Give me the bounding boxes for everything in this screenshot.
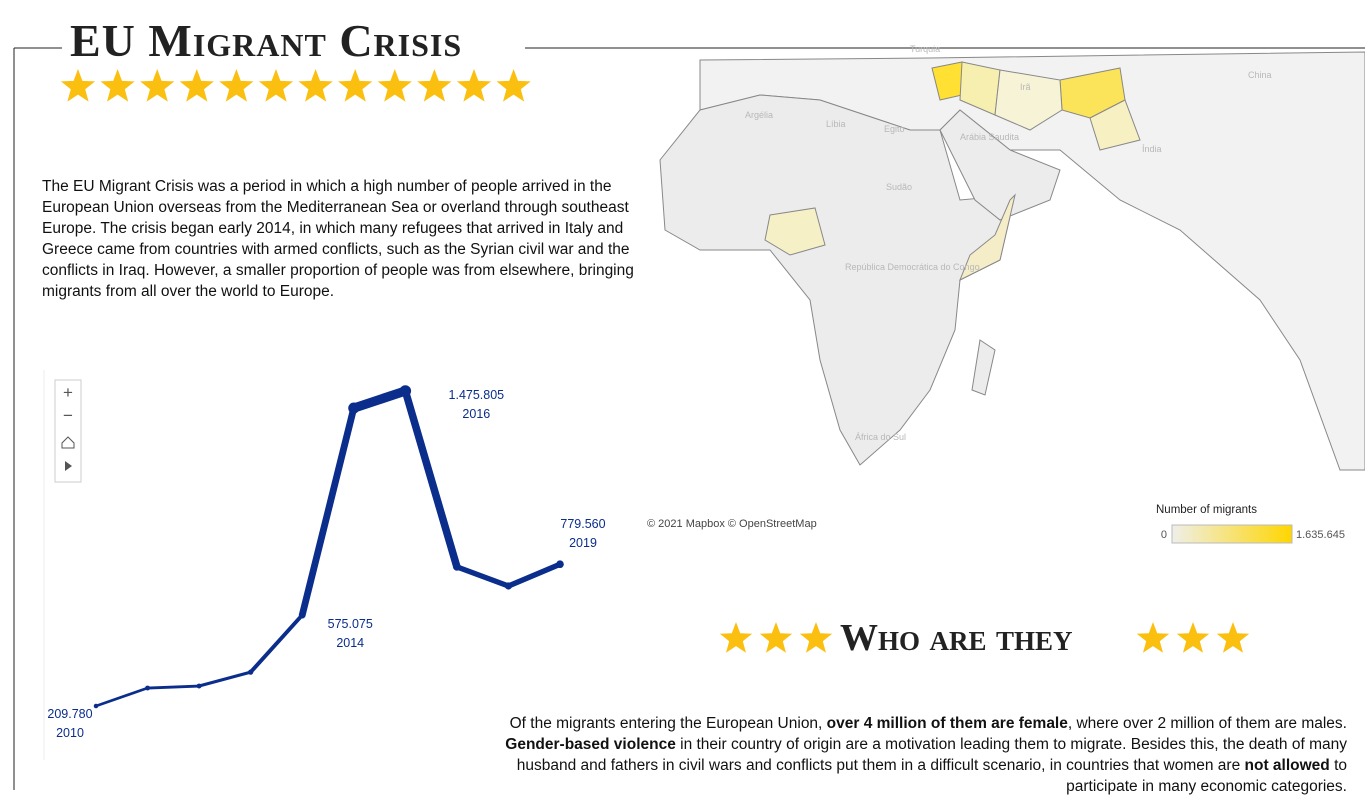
zoom-out[interactable]: −	[63, 406, 73, 425]
point	[298, 611, 306, 619]
point	[399, 385, 412, 397]
data-label: 575.075	[328, 617, 373, 631]
text-part: Of the migrants entering the European Un…	[509, 715, 827, 732]
map-africa	[659, 94, 1016, 466]
point	[196, 683, 202, 689]
data-label: 1.475.805	[449, 388, 505, 402]
year-label: 2016	[462, 407, 490, 421]
text-bold: not allowed	[1244, 757, 1330, 774]
line-segment	[197, 670, 253, 688]
year-label: 2019	[569, 536, 597, 550]
star	[719, 622, 753, 653]
frame	[13, 47, 1365, 790]
page-title: EU Migrant Crisis	[70, 15, 463, 66]
star	[1136, 622, 1170, 653]
star	[179, 69, 214, 102]
zoom-home[interactable]	[61, 436, 75, 449]
place-label: China	[1248, 70, 1272, 80]
point	[348, 402, 360, 414]
intro-text: The EU Migrant Crisis was a period in wh…	[42, 178, 634, 300]
point	[93, 703, 99, 709]
zoom-play[interactable]	[65, 461, 72, 471]
map-pakistan	[1089, 99, 1141, 151]
place-label: Líbia	[826, 119, 846, 129]
star	[258, 69, 294, 102]
map-attribution: © 2021 Mapbox © OpenStreetMap	[647, 518, 817, 530]
star	[417, 69, 452, 102]
section-title: Who are they	[840, 617, 1073, 659]
place-label: República Democrática do Congo	[845, 262, 980, 272]
line-segment	[94, 686, 149, 708]
map-iran	[994, 69, 1063, 131]
star	[1216, 622, 1250, 653]
zoom-controls[interactable]: + −	[54, 379, 82, 483]
zoom-in[interactable]: +	[63, 383, 73, 402]
star	[219, 69, 254, 102]
line-segment	[349, 386, 410, 413]
line-segment	[454, 564, 512, 589]
star	[799, 622, 833, 653]
place-label: Turquia	[910, 44, 940, 54]
place-label: Egito	[884, 124, 905, 134]
text-part: in their country of origin are a motivat…	[516, 736, 1347, 774]
star	[1176, 622, 1210, 653]
map-arabia	[939, 109, 1061, 221]
place-label: Sudão	[886, 182, 912, 192]
star	[456, 69, 492, 102]
place-label: Irã	[1020, 82, 1031, 92]
point	[453, 563, 461, 571]
map-nigeria	[764, 207, 826, 256]
place-label: Índia	[1142, 144, 1162, 154]
section-text: Of the migrants entering the European Un…	[470, 713, 1347, 797]
legend-min: 0	[1161, 529, 1167, 541]
data-label: 209.780	[47, 707, 92, 721]
star	[759, 622, 793, 653]
point	[248, 669, 254, 675]
legend-max: 1.635.645	[1296, 529, 1345, 541]
line-segment	[248, 613, 305, 675]
line-segment	[298, 404, 358, 619]
line-segment	[505, 561, 563, 589]
point	[556, 560, 564, 569]
line-segment	[401, 387, 461, 571]
point	[145, 685, 151, 691]
star	[496, 69, 531, 102]
text-bold: Gender-based violence	[505, 736, 676, 753]
year-label: 2014	[336, 636, 364, 650]
legend-ramp	[1171, 524, 1293, 544]
point	[504, 582, 513, 590]
data-label: 779.560	[560, 517, 605, 531]
place-label: África do Sul	[855, 432, 906, 442]
line-segment	[146, 684, 201, 690]
star	[377, 69, 412, 102]
place-label: Argélia	[745, 110, 773, 120]
map-madagascar	[971, 339, 996, 396]
star	[60, 69, 96, 102]
map-somalia	[959, 193, 1016, 282]
place-label: Arábia Saudita	[960, 132, 1019, 142]
year-label: 2010	[56, 726, 84, 740]
legend-title: Number of migrants	[1156, 504, 1257, 516]
star	[140, 69, 175, 102]
text-part: , where over 2 million of them are males…	[1067, 715, 1347, 732]
star	[298, 69, 333, 102]
star	[338, 69, 373, 102]
star	[100, 69, 135, 102]
map	[659, 51, 1365, 471]
text-bold: over 4 million of them are female	[826, 715, 1068, 732]
